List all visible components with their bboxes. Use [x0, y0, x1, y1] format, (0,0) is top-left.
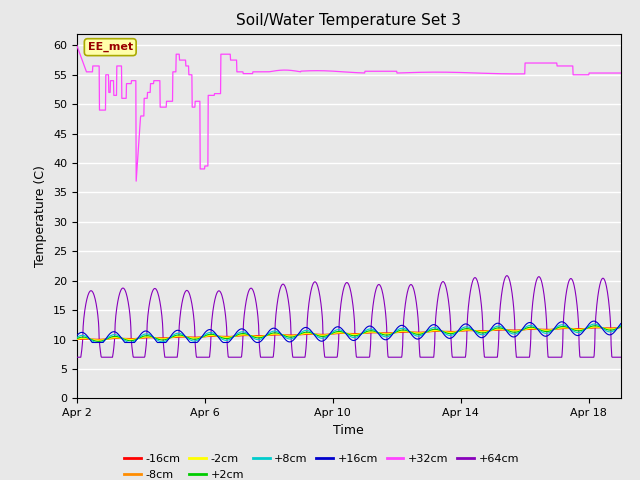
Y-axis label: Temperature (C): Temperature (C) [35, 165, 47, 267]
Text: EE_met: EE_met [88, 42, 133, 52]
Legend: -16cm, -8cm, -2cm, +2cm, +8cm, +16cm, +32cm, +64cm: -16cm, -8cm, -2cm, +2cm, +8cm, +16cm, +3… [120, 450, 524, 480]
X-axis label: Time: Time [333, 424, 364, 437]
Title: Soil/Water Temperature Set 3: Soil/Water Temperature Set 3 [236, 13, 461, 28]
